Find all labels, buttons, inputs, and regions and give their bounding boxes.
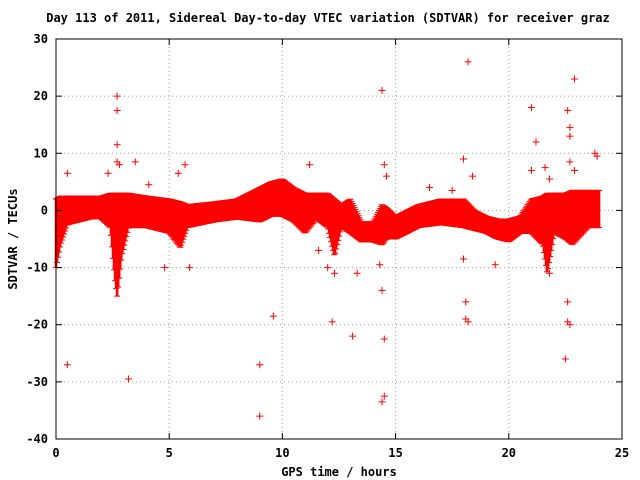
data-point [426, 184, 434, 192]
data-point [378, 86, 386, 94]
data-point [330, 269, 338, 277]
x-tick-label: 0 [52, 446, 59, 460]
data-point [115, 161, 123, 169]
data-point [383, 172, 391, 180]
data-point [113, 92, 121, 100]
data-point [491, 261, 499, 269]
x-tick-label: 5 [166, 446, 173, 460]
data-point [469, 172, 477, 180]
data-point [570, 166, 578, 174]
data-point [131, 158, 139, 166]
data-point [566, 132, 574, 140]
x-tick-label: 10 [275, 446, 289, 460]
data-point [181, 161, 189, 169]
data-point [464, 318, 472, 326]
y-tick-label: 0 [41, 203, 48, 217]
data-point [462, 298, 470, 306]
data-point [566, 321, 574, 329]
data-point [568, 238, 576, 246]
y-tick-label: -10 [26, 261, 48, 275]
data-point [378, 286, 386, 294]
data-point [380, 161, 388, 169]
data-point [63, 169, 71, 177]
data-point [541, 164, 549, 172]
y-tick-label: 30 [34, 32, 48, 46]
y-tick-label: 20 [34, 89, 48, 103]
data-point [564, 298, 572, 306]
data-point [113, 106, 121, 114]
data-point [186, 264, 194, 272]
data-point [464, 58, 472, 66]
data-point [460, 255, 468, 263]
chart-title: Day 113 of 2011, Sidereal Day-to-day VTE… [46, 11, 610, 25]
plot-frame [55, 38, 623, 440]
data-point [63, 361, 71, 369]
data-point [564, 106, 572, 114]
data-point [448, 186, 456, 194]
data-point [561, 355, 569, 363]
data-point [378, 398, 386, 406]
data-point [353, 269, 361, 277]
outlier-points-layer [63, 58, 601, 420]
data-point [376, 261, 384, 269]
data-band-layer [53, 178, 603, 297]
y-tick-label: -20 [26, 318, 48, 332]
y-axis-label: SDTVAR / TECUs [6, 188, 20, 289]
data-point [460, 155, 468, 163]
y-tick-label: 10 [34, 146, 48, 160]
x-tick-label: 20 [502, 446, 516, 460]
data-point [380, 392, 388, 400]
data-point [104, 169, 112, 177]
data-point [269, 312, 277, 320]
y-tick-label: -40 [26, 432, 48, 446]
data-point [566, 124, 574, 132]
data-point [124, 375, 132, 383]
data-point [527, 104, 535, 112]
data-point [532, 138, 540, 146]
y-tick-label: -30 [26, 375, 48, 389]
data-point [256, 412, 264, 420]
data-point [546, 175, 554, 183]
x-axis-ticks: 0 5 10 15 20 25 [52, 39, 629, 460]
data-point [324, 264, 332, 272]
data-point [113, 141, 121, 149]
data-point [315, 246, 323, 254]
data-point [328, 318, 336, 326]
data-point [256, 361, 264, 369]
data-point [527, 166, 535, 174]
data-point [566, 158, 574, 166]
x-axis-label: GPS time / hours [281, 465, 397, 479]
data-point [145, 181, 153, 189]
data-point [380, 335, 388, 343]
data-point [349, 332, 357, 340]
data-point [306, 161, 314, 169]
y-axis-ticks: 30 20 10 0 -10 -20 -30 -40 [26, 32, 622, 446]
x-tick-label: 15 [388, 446, 402, 460]
x-tick-label: 25 [615, 446, 629, 460]
data-point [593, 152, 601, 160]
data-point [546, 269, 554, 277]
data-point [174, 169, 182, 177]
data-point [570, 75, 578, 83]
data-point [161, 264, 169, 272]
